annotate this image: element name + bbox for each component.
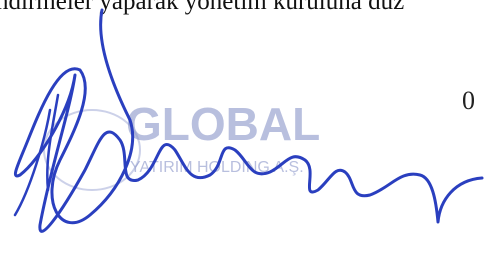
document-page: ndirmeler yaparak yönetim kuruluna düz 0… [0,0,487,259]
stamp-title: GLOBAL [126,98,320,150]
stamp-and-signature: GLOBAL YATIRIM HOLDING A.Ş. [0,0,487,259]
